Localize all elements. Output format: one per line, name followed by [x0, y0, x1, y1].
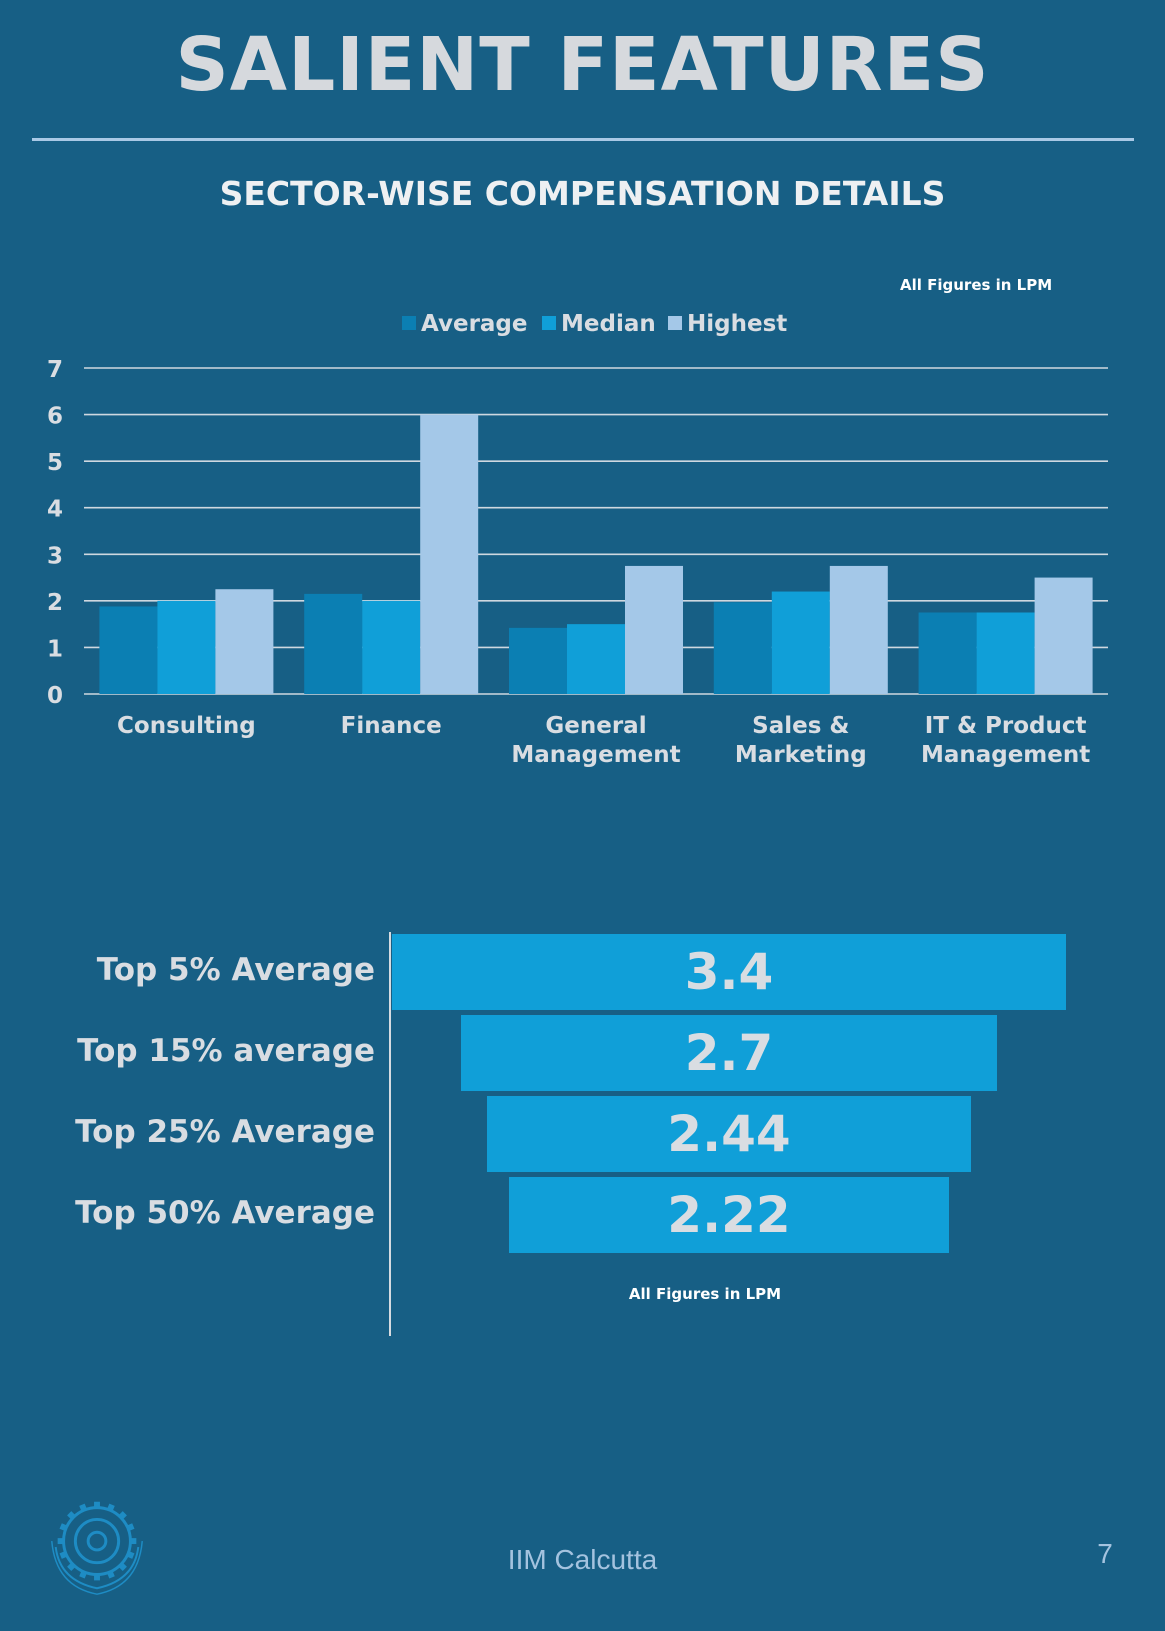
y-tick-label: 7: [47, 357, 63, 383]
x-category-label: IT & Product: [925, 713, 1087, 739]
logo-gear-tooth: [79, 1503, 88, 1513]
funnel-units-note: All Figures in LPM: [628, 1285, 782, 1303]
legend-label-highest: Highest: [687, 311, 787, 337]
legend-label-median: Median: [561, 311, 656, 337]
chart-y-ticks: 0 1 2 3 4 5 6 7: [47, 357, 63, 709]
logo-gear-tooth: [125, 1550, 135, 1559]
bar-average: [713, 602, 772, 694]
iim-calcutta-logo: [51, 1501, 143, 1595]
y-tick-label: 6: [47, 404, 63, 430]
funnel-value-label: 2.44: [667, 1105, 791, 1163]
y-tick-label: 0: [47, 683, 63, 709]
bar-highest: [829, 565, 888, 694]
bar-average: [918, 612, 977, 694]
logo-gear-tooth: [125, 1523, 135, 1532]
logo-gear-tooth: [94, 1501, 100, 1509]
legend-swatch-average: [402, 316, 416, 330]
funnel-bar: 2.7: [461, 1015, 997, 1091]
x-category-label: Management: [921, 742, 1090, 768]
x-category-label: Marketing: [735, 742, 867, 768]
funnel-bar: 3.4: [392, 934, 1066, 1010]
chart-bars: [99, 414, 1093, 694]
chart-units-note: All Figures in LPM: [900, 276, 1053, 294]
page-number: 7: [1097, 1538, 1113, 1569]
bar-average: [304, 593, 363, 694]
logo-gear-tooth: [106, 1569, 115, 1579]
y-tick-label: 4: [47, 497, 63, 523]
bar-highest: [625, 565, 683, 694]
logo-gear-tooth: [79, 1569, 88, 1579]
logo-gear-tooth: [106, 1503, 115, 1513]
chart-x-labels: Consulting Finance General Management Sales …: [117, 713, 1090, 768]
legend-label-average: Average: [421, 311, 528, 337]
bar-average: [99, 606, 158, 694]
logo-gear-tooth: [117, 1511, 127, 1521]
funnel-axis-line: [389, 932, 391, 1336]
logo-gear-tooth: [59, 1550, 69, 1559]
chart-legend: Average Median Highest: [402, 311, 787, 337]
y-tick-label: 5: [47, 450, 63, 476]
logo-gear-tooth: [117, 1561, 127, 1571]
bar-median: [157, 600, 216, 694]
y-tick-label: 2: [47, 590, 63, 616]
logo-gear-tooth: [67, 1561, 77, 1571]
bar-highest: [420, 414, 479, 694]
x-category-label: Sales &: [752, 713, 849, 739]
x-category-label: Finance: [341, 713, 442, 739]
x-category-label: General: [545, 713, 646, 739]
bar-average: [509, 627, 567, 694]
funnel-value-label: 2.7: [684, 1024, 774, 1082]
funnel-category-label: Top 15% average: [77, 1033, 375, 1069]
compensation-bar-chart: 0 1 2 3 4 5 6 7 Consulting Finance General Managem…: [47, 311, 1108, 768]
funnel-value-label: 2.22: [667, 1186, 791, 1244]
logo-gear-tooth: [67, 1511, 77, 1521]
funnel-category-label: Top 5% Average: [96, 952, 375, 988]
section-title: SECTOR-WISE COMPENSATION DETAILS: [219, 174, 946, 213]
bar-highest: [215, 589, 274, 694]
legend-swatch-highest: [668, 316, 682, 330]
bar-highest: [1034, 577, 1093, 694]
funnel-category-label: Top 50% Average: [75, 1195, 375, 1231]
logo-gear-tooth: [129, 1538, 137, 1545]
legend-swatch-median: [542, 316, 556, 330]
x-category-label: Management: [511, 742, 680, 768]
funnel-bar: 2.44: [487, 1096, 971, 1172]
bar-median: [976, 612, 1035, 694]
bar-median: [771, 591, 830, 694]
title-divider: [32, 138, 1134, 141]
funnel-bar: 2.22: [508, 1177, 950, 1253]
logo-gear-tooth: [57, 1538, 65, 1545]
funnel-value-label: 3.4: [684, 943, 774, 1001]
footer-institute-name: IIM Calcutta: [507, 1544, 658, 1575]
page-title: SALIENT FEATURES: [175, 22, 990, 108]
logo-gear-tooth: [94, 1573, 100, 1581]
bar-median: [567, 624, 625, 694]
logo-gear-tooth: [59, 1523, 69, 1532]
x-category-label: Consulting: [117, 713, 256, 739]
funnel-category-label: Top 25% Average: [75, 1114, 375, 1150]
y-tick-label: 3: [47, 543, 63, 569]
y-tick-label: 1: [47, 636, 63, 662]
bar-median: [362, 600, 421, 694]
